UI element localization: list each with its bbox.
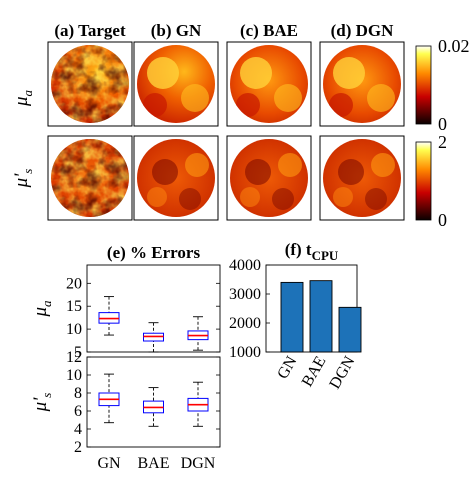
map-title-3: (d) DGN [331, 21, 395, 40]
boxplot-ylabel: μ's [30, 393, 54, 413]
box-DGN [187, 381, 209, 427]
bar-ytick-label: 1000 [229, 344, 261, 361]
map-mua-1 [133, 41, 219, 127]
boxplot-axes [86, 264, 221, 353]
colorbar-1-min: 0 [438, 210, 447, 230]
boxplot-ytick-label: 10 [66, 367, 82, 384]
map-mus-2 [226, 135, 312, 221]
box-DGN [187, 316, 209, 351]
boxplot-panel-0: 5 10 15 20 μa [30, 264, 221, 361]
box-GN [98, 373, 120, 424]
map-mua-2 [226, 41, 312, 127]
map-panel-titles: (a) Target (b) GN (c) BAE (d) DGN [54, 21, 394, 40]
colorbar-0 [415, 45, 432, 125]
bar-title: (f) tCPU [285, 240, 339, 263]
boxplot-axes [86, 356, 221, 448]
map-title-0: (a) Target [54, 21, 126, 40]
box-GN [98, 296, 120, 336]
boxplot-ytick-label: 2 [74, 439, 82, 456]
map-row-label-1: μ's [11, 169, 35, 189]
box-BAE [143, 322, 164, 353]
map-title-2: (c) BAE [240, 21, 298, 40]
boxplot-ytick-label: 4 [74, 421, 82, 438]
map-row-labels: μa μ's [11, 89, 35, 188]
box-BAE [143, 387, 164, 427]
bar-GN [280, 281, 304, 353]
boxplot-ytick-label: 6 [74, 403, 82, 420]
map-mua-0 [47, 41, 133, 127]
colorbar-0-max: 0.02 [438, 36, 470, 56]
bar-ytick-label: 3000 [229, 286, 261, 303]
map-mua-3 [319, 41, 405, 127]
boxplot-xtick-GN: GN [97, 455, 121, 472]
bar-BAE [309, 280, 333, 353]
map-mus-0 [47, 135, 133, 221]
colorbar-1-max: 2 [438, 132, 447, 152]
bar-xtick-DGN: DGN [326, 353, 358, 392]
boxplot-ylabel: μa [30, 300, 54, 318]
map-title-1: (b) GN [151, 21, 202, 40]
map-mus-1 [133, 135, 219, 221]
boxplot-ytick-label: 5 [74, 344, 82, 361]
boxplot-xtick-BAE: BAE [138, 455, 170, 472]
bar-ytick-label: 2000 [229, 315, 261, 332]
reconstruction-maps [47, 41, 405, 221]
bar-xtick-GN: GN [274, 353, 300, 382]
bar-xtick-BAE: BAE [299, 354, 330, 390]
colorbar-1 [415, 141, 432, 221]
bar-ytick-label: 4000 [229, 257, 261, 274]
boxplot-title: (e) % Errors [107, 243, 201, 262]
boxplot-ytick-label: 20 [66, 275, 82, 292]
colorbar-0-min: 0 [438, 114, 447, 134]
bar-DGN [338, 306, 362, 353]
map-mus-3 [319, 135, 405, 221]
boxplot-ytick-label: 8 [74, 385, 82, 402]
boxplot-xtick-DGN: DGN [181, 455, 216, 472]
boxplot-ytick-label: 12 [66, 349, 82, 366]
map-row-label-0: μa [11, 89, 35, 107]
boxplot-ytick-label: 15 [66, 298, 82, 315]
boxplot-ytick-label: 10 [66, 321, 82, 338]
